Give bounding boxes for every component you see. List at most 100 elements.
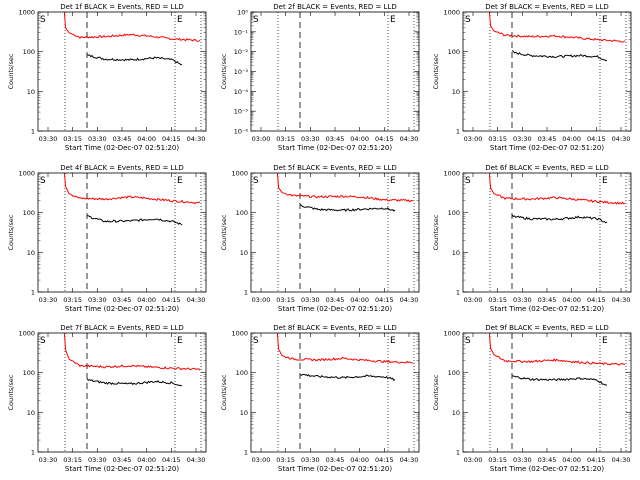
series-line-lld [488, 333, 626, 366]
x-tick-label: 04:00 [350, 135, 369, 143]
chart-panel-9: Det 9f BLACK = Events, RED = LLD 1 10 100 10… [432, 324, 632, 473]
x-tick-label: 03:45 [113, 456, 132, 464]
y-tick-label: 1000 [231, 330, 248, 338]
x-tick-label: 03:45 [538, 296, 557, 304]
end-marker: E [390, 336, 396, 346]
series-line-events [511, 214, 608, 224]
x-tick-label: 04:30 [187, 456, 206, 464]
x-tick-label: 03:45 [538, 456, 557, 464]
x-axis-label: Start Time (02-Dec-07 02:51:20) [278, 305, 392, 313]
plot-frame [250, 11, 420, 132]
x-tick-label: 03:15 [276, 296, 295, 304]
x-tick-label: 04:00 [562, 456, 581, 464]
y-tick-label: 1000 [443, 170, 460, 178]
series-line-events [86, 378, 183, 387]
y-tick-label: 100 [23, 48, 35, 56]
series-line-lld [488, 173, 626, 205]
x-tick-label: 04:00 [137, 456, 156, 464]
series-line-lld [488, 12, 626, 43]
end-marker: E [390, 15, 396, 25]
y-axis-label: Counts/sec [7, 53, 15, 89]
x-tick-label: 04:15 [587, 135, 606, 143]
y-tick-label: 1000 [18, 330, 35, 338]
end-marker: E [390, 176, 396, 186]
start-marker: S [465, 176, 471, 186]
y-axis-label: Counts/sec [432, 374, 440, 410]
y-tick-label: 10⁻⁵ [234, 108, 249, 116]
x-tick-label: 03:30 [88, 296, 107, 304]
x-tick-label: 04:00 [137, 296, 156, 304]
plot-frame [37, 11, 207, 132]
end-marker: E [177, 176, 183, 186]
x-tick-label: 03:15 [63, 456, 82, 464]
y-tick-label: 1 [31, 128, 35, 136]
x-tick-label: 04:30 [187, 135, 206, 143]
series-line-lld [276, 173, 414, 203]
plot-frame [462, 11, 632, 132]
start-marker: S [40, 176, 46, 186]
y-tick-label: 10 [27, 409, 35, 417]
x-axis-label: Start Time (02-Dec-07 02:51:20) [490, 465, 604, 473]
start-marker: S [253, 336, 259, 346]
x-axis-label: Start Time (02-Dec-07 02:51:20) [490, 305, 604, 313]
chart-panel-8: Det 8f BLACK = Events, RED = LLD 1 10 100 10… [220, 324, 420, 473]
y-tick-label: 1000 [443, 330, 460, 338]
panel-title: Det 4f BLACK = Events, RED = LLD [60, 164, 183, 172]
x-tick-label: 03:30 [513, 296, 532, 304]
x-tick-label: 03:15 [276, 456, 295, 464]
y-tick-label: 1 [456, 449, 460, 457]
start-marker: S [253, 176, 259, 186]
x-tick-label: 03:45 [326, 296, 345, 304]
x-tick-label: 03:45 [538, 135, 557, 143]
start-marker: S [40, 336, 46, 346]
x-tick-label: 03:00 [252, 296, 271, 304]
x-tick-label: 03:15 [63, 135, 82, 143]
x-tick-label: 03:15 [488, 135, 507, 143]
series-line-events [512, 375, 608, 386]
x-axis-label: Start Time (02-Dec-07 02:51:20) [278, 465, 392, 473]
y-tick-label: 1000 [231, 170, 248, 178]
x-tick-label: 03:00 [464, 296, 483, 304]
y-tick-label: 100 [236, 209, 248, 217]
y-tick-label: 1 [244, 289, 248, 297]
x-tick-label: 03:30 [513, 456, 532, 464]
series-line-events [511, 50, 607, 62]
panel-title: Det 1f BLACK = Events, RED = LLD [60, 3, 183, 11]
y-tick-label: 10⁻⁶ [234, 128, 249, 136]
panel-title: Det 8f BLACK = Events, RED = LLD [273, 324, 396, 332]
series-line-lld [63, 333, 201, 371]
x-tick-label: 03:15 [63, 296, 82, 304]
x-tick-label: 04:30 [612, 135, 631, 143]
series-line-events [86, 54, 183, 66]
plot-frame [37, 332, 207, 453]
x-tick-label: 04:30 [612, 456, 631, 464]
y-tick-label: 10⁰ [237, 9, 248, 17]
y-tick-label: 10 [452, 88, 460, 96]
series-line-lld [276, 333, 414, 364]
series-line-events [299, 373, 396, 382]
panel-title: Det 7f BLACK = Events, RED = LLD [60, 324, 183, 332]
y-tick-label: 100 [448, 209, 460, 217]
x-tick-label: 04:15 [162, 135, 181, 143]
y-tick-label: 1000 [18, 170, 35, 178]
x-tick-label: 03:30 [513, 135, 532, 143]
x-tick-label: 03:30 [301, 456, 320, 464]
chart-panel-1: Det 1f BLACK = Events, RED = LLD 1 10 100 10… [7, 3, 207, 152]
y-tick-label: 10 [27, 249, 35, 257]
start-marker: S [465, 336, 471, 346]
x-tick-label: 04:15 [587, 456, 606, 464]
x-tick-label: 04:15 [162, 456, 181, 464]
chart-panel-6: Det 6f BLACK = Events, RED = LLD 1 10 100 10… [432, 164, 632, 313]
x-tick-label: 03:45 [326, 135, 345, 143]
series-line-events [299, 203, 396, 212]
x-tick-label: 04:15 [587, 296, 606, 304]
x-tick-label: 03:45 [113, 135, 132, 143]
x-tick-label: 03:45 [326, 456, 345, 464]
plot-frame [462, 172, 632, 293]
x-tick-label: 03:30 [301, 135, 320, 143]
x-tick-label: 03:30 [39, 456, 58, 464]
x-axis-label: Start Time (02-Dec-07 02:51:20) [65, 144, 179, 152]
y-tick-label: 1 [31, 449, 35, 457]
y-tick-label: 100 [23, 209, 35, 217]
